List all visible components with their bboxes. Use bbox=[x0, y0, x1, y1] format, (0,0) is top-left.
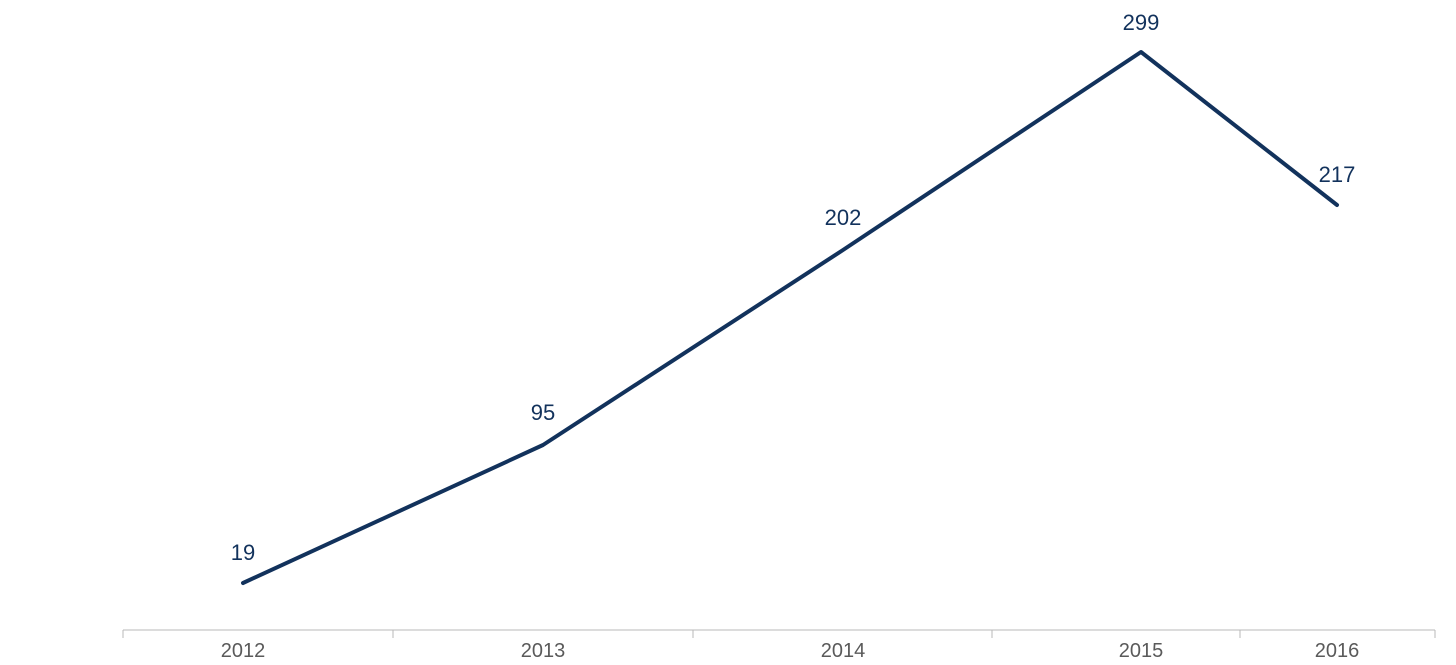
x-tick-label: 2012 bbox=[221, 640, 266, 662]
x-tick-label: 2013 bbox=[521, 640, 566, 662]
data-label: 202 bbox=[825, 205, 862, 230]
x-tick-label: 2016 bbox=[1315, 640, 1360, 662]
data-label: 19 bbox=[231, 540, 255, 565]
x-tick-label: 2014 bbox=[821, 640, 866, 662]
series-line bbox=[243, 52, 1337, 583]
chart-svg: 2012 2013 2014 2015 2016 19 95 202 299 217 bbox=[0, 0, 1456, 665]
x-tick-label: 2015 bbox=[1119, 640, 1164, 662]
data-label: 299 bbox=[1123, 10, 1160, 35]
data-label: 95 bbox=[531, 400, 555, 425]
data-label: 217 bbox=[1319, 162, 1356, 187]
line-chart: 2012 2013 2014 2015 2016 19 95 202 299 217 bbox=[0, 0, 1456, 665]
